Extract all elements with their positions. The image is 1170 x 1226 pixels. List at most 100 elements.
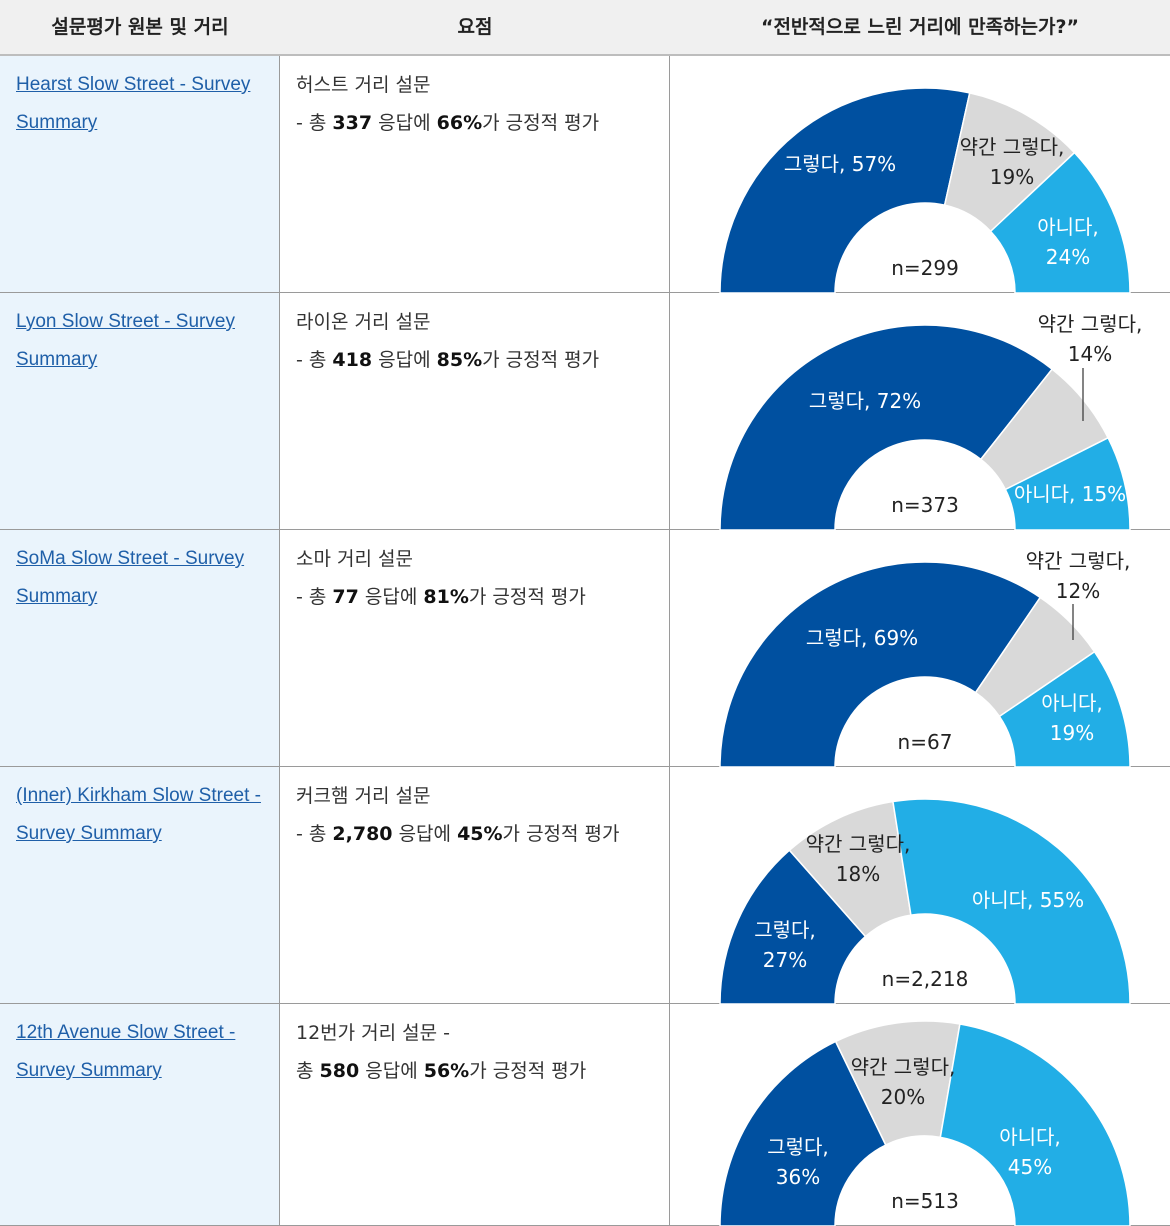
summary-suffix: 가 긍정적 평가 [482,112,600,134]
response-count: 580 [319,1060,360,1082]
survey-summary-link[interactable]: Lyon Slow Street - Survey Summary [16,311,235,370]
survey-summary-link[interactable]: 12th Avenue Slow Street - Survey Summary [16,1022,236,1081]
summary-title: 소마 거리 설문 [296,548,413,570]
slice-label: 약간 그렇다, 20% [851,1055,956,1109]
header-question: “전반적으로 느린 거리에 만족하는가?” [760,16,1080,38]
summary-mid: 응답에 [392,823,458,845]
source-cell: SoMa Slow Street - Survey Summary [0,530,280,766]
chart-cell: n=67 그렇다, 69% 약간 그렇다, 12% 아니다, 19% [670,530,1170,767]
slice-no [989,151,1131,293]
slice-label: 그렇다, 69% [806,626,918,650]
positive-percent: 85% [436,349,483,371]
summary-mid: 응답에 [358,586,424,608]
summary-text: 커크햄 거리 설문 - 총 2,780 응답에 45%가 긍정적 평가 [296,777,661,853]
source-cell: 12th Avenue Slow Street - Survey Summary [0,1004,280,1225]
satisfaction-half-donut: n=67 그렇다, 69% 약간 그렇다, 12% 아니다, 19% [719,549,1131,767]
slice-label: 약간 그렇다, 19% [960,135,1065,189]
survey-summary-link[interactable]: (Inner) Kirkham Slow Street - Survey Sum… [16,785,261,844]
slice-label: 아니다, 24% [1037,215,1099,269]
source-cell: Lyon Slow Street - Survey Summary [0,293,280,529]
sample-size-label: n=373 [891,493,959,517]
table-row: Hearst Slow Street - Survey Summary 허스트 거… [0,56,1170,293]
satisfaction-half-donut: n=299 그렇다, 57% 약간 그렇다, 19% 아니다, 24% [719,87,1131,293]
slice-yes [719,561,1042,767]
slice-label: 아니다, 15% [1014,482,1126,506]
chart-cell: n=373 그렇다, 72% 약간 그렇다, 14% 아니다, 15% [670,293,1170,530]
positive-percent: 81% [423,586,469,608]
summary-prefix: - 총 [296,112,333,134]
slice-label: 그렇다, 57% [784,152,896,176]
table-row: SoMa Slow Street - Survey Summary 소마 거리 설… [0,530,1170,767]
slice-no [1004,436,1131,530]
slice-label: 약간 그렇다, 12% [1026,549,1131,603]
chart-cell: n=299 그렇다, 57% 약간 그렇다, 19% 아니다, 24% [670,56,1170,293]
slice-label: 약간 그렇다, 14% [1038,312,1143,366]
table-row: 12th Avenue Slow Street - Survey Summary… [0,1004,1170,1226]
summary-suffix: 가 긍정적 평가 [502,823,620,845]
summary-line: - 총 418 응답에 85%가 긍정적 평가 [296,341,661,379]
slice-yes [719,849,867,1004]
summary-prefix: 총 [296,1060,320,1082]
survey-summary-link[interactable]: Hearst Slow Street - Survey Summary [16,74,251,133]
summary-text: 소마 거리 설문 - 총 77 응답에 81%가 긍정적 평가 [296,540,661,616]
source-cell: (Inner) Kirkham Slow Street - Survey Sum… [0,767,280,1003]
summary-suffix: 가 긍정적 평가 [469,1060,587,1082]
slice-label: 그렇다, 36% [767,1135,829,1189]
summary-prefix: - 총 [296,349,333,371]
positive-percent: 66% [436,112,483,134]
satisfaction-half-donut: n=513 그렇다, 36% 약간 그렇다, 20% 아니다, 45% [719,1020,1131,1226]
response-count: 77 [332,586,359,608]
slice-label: 아니다, 19% [1041,691,1103,745]
slice-label: 아니다, 55% [972,888,1084,912]
slice-yes [719,87,971,293]
sample-size-label: n=513 [891,1189,959,1213]
summary-text: 허스트 거리 설문 - 총 337 응답에 66%가 긍정적 평가 [296,66,661,142]
summary-line: - 총 2,780 응답에 45%가 긍정적 평가 [296,815,661,853]
summary-text: 12번가 거리 설문 - 총 580 응답에 56%가 긍정적 평가 [296,1014,661,1090]
summary-mid: 응답에 [372,112,437,134]
slice-label: 약간 그렇다, 18% [806,832,911,886]
summary-line: 총 580 응답에 56%가 긍정적 평가 [296,1052,661,1090]
summary-title: 허스트 거리 설문 [296,74,431,96]
summary-line: - 총 77 응답에 81%가 긍정적 평가 [296,578,661,616]
sample-size-label: n=67 [898,730,953,754]
summary-title: 라이온 거리 설문 [296,311,431,333]
summary-cell: 라이온 거리 설문 - 총 418 응답에 85%가 긍정적 평가 [280,293,670,529]
slice-no [998,650,1131,767]
satisfaction-half-donut: n=373 그렇다, 72% 약간 그렇다, 14% 아니다, 15% [719,312,1143,530]
table-header: 설문평가 원본 및 거리 요점 “전반적으로 느린 거리에 만족하는가?” [0,0,1170,56]
response-count: 418 [332,349,373,371]
sample-size-label: n=299 [891,256,959,280]
slice-label: 그렇다, 72% [809,389,921,413]
summary-mid: 응답에 [372,349,437,371]
slice-yes [719,1040,887,1226]
chart-cell: n=2,218 그렇다, 27% 약간 그렇다, 18% 아니다, 55% [670,767,1170,1004]
positive-percent: 56% [423,1060,470,1082]
summary-prefix: - 총 [296,823,333,845]
header-source: 설문평가 원본 및 거리 [51,16,229,38]
chart-cell: n=513 그렇다, 36% 약간 그렇다, 20% 아니다, 45% [670,1004,1170,1226]
response-count: 337 [332,112,373,134]
summary-prefix: - 총 [296,586,333,608]
survey-summary-link[interactable]: SoMa Slow Street - Survey Summary [16,548,245,607]
slice-no [892,798,1131,1004]
summary-cell: 커크햄 거리 설문 - 총 2,780 응답에 45%가 긍정적 평가 [280,767,670,1003]
summary-title: 커크햄 거리 설문 [296,785,431,807]
summary-suffix: 가 긍정적 평가 [468,586,586,608]
slice-label: 그렇다, 27% [754,918,816,972]
summary-cell: 허스트 거리 설문 - 총 337 응답에 66%가 긍정적 평가 [280,56,670,292]
summary-cell: 12번가 거리 설문 - 총 580 응답에 56%가 긍정적 평가 [280,1004,670,1225]
slice-yes [719,324,1054,530]
sample-size-label: n=2,218 [882,967,969,991]
summary-text: 라이온 거리 설문 - 총 418 응답에 85%가 긍정적 평가 [296,303,661,379]
positive-percent: 45% [457,823,503,845]
source-cell: Hearst Slow Street - Survey Summary [0,56,280,292]
satisfaction-half-donut: n=2,218 그렇다, 27% 약간 그렇다, 18% 아니다, 55% [719,798,1131,1004]
summary-mid: 응답에 [359,1060,424,1082]
table-row: Lyon Slow Street - Survey Summary 라이온 거리 … [0,293,1170,530]
summary-line: - 총 337 응답에 66%가 긍정적 평가 [296,104,661,142]
slice-no [939,1023,1131,1226]
response-count: 2,780 [332,823,393,845]
summary-title: 12번가 거리 설문 - [296,1022,451,1044]
